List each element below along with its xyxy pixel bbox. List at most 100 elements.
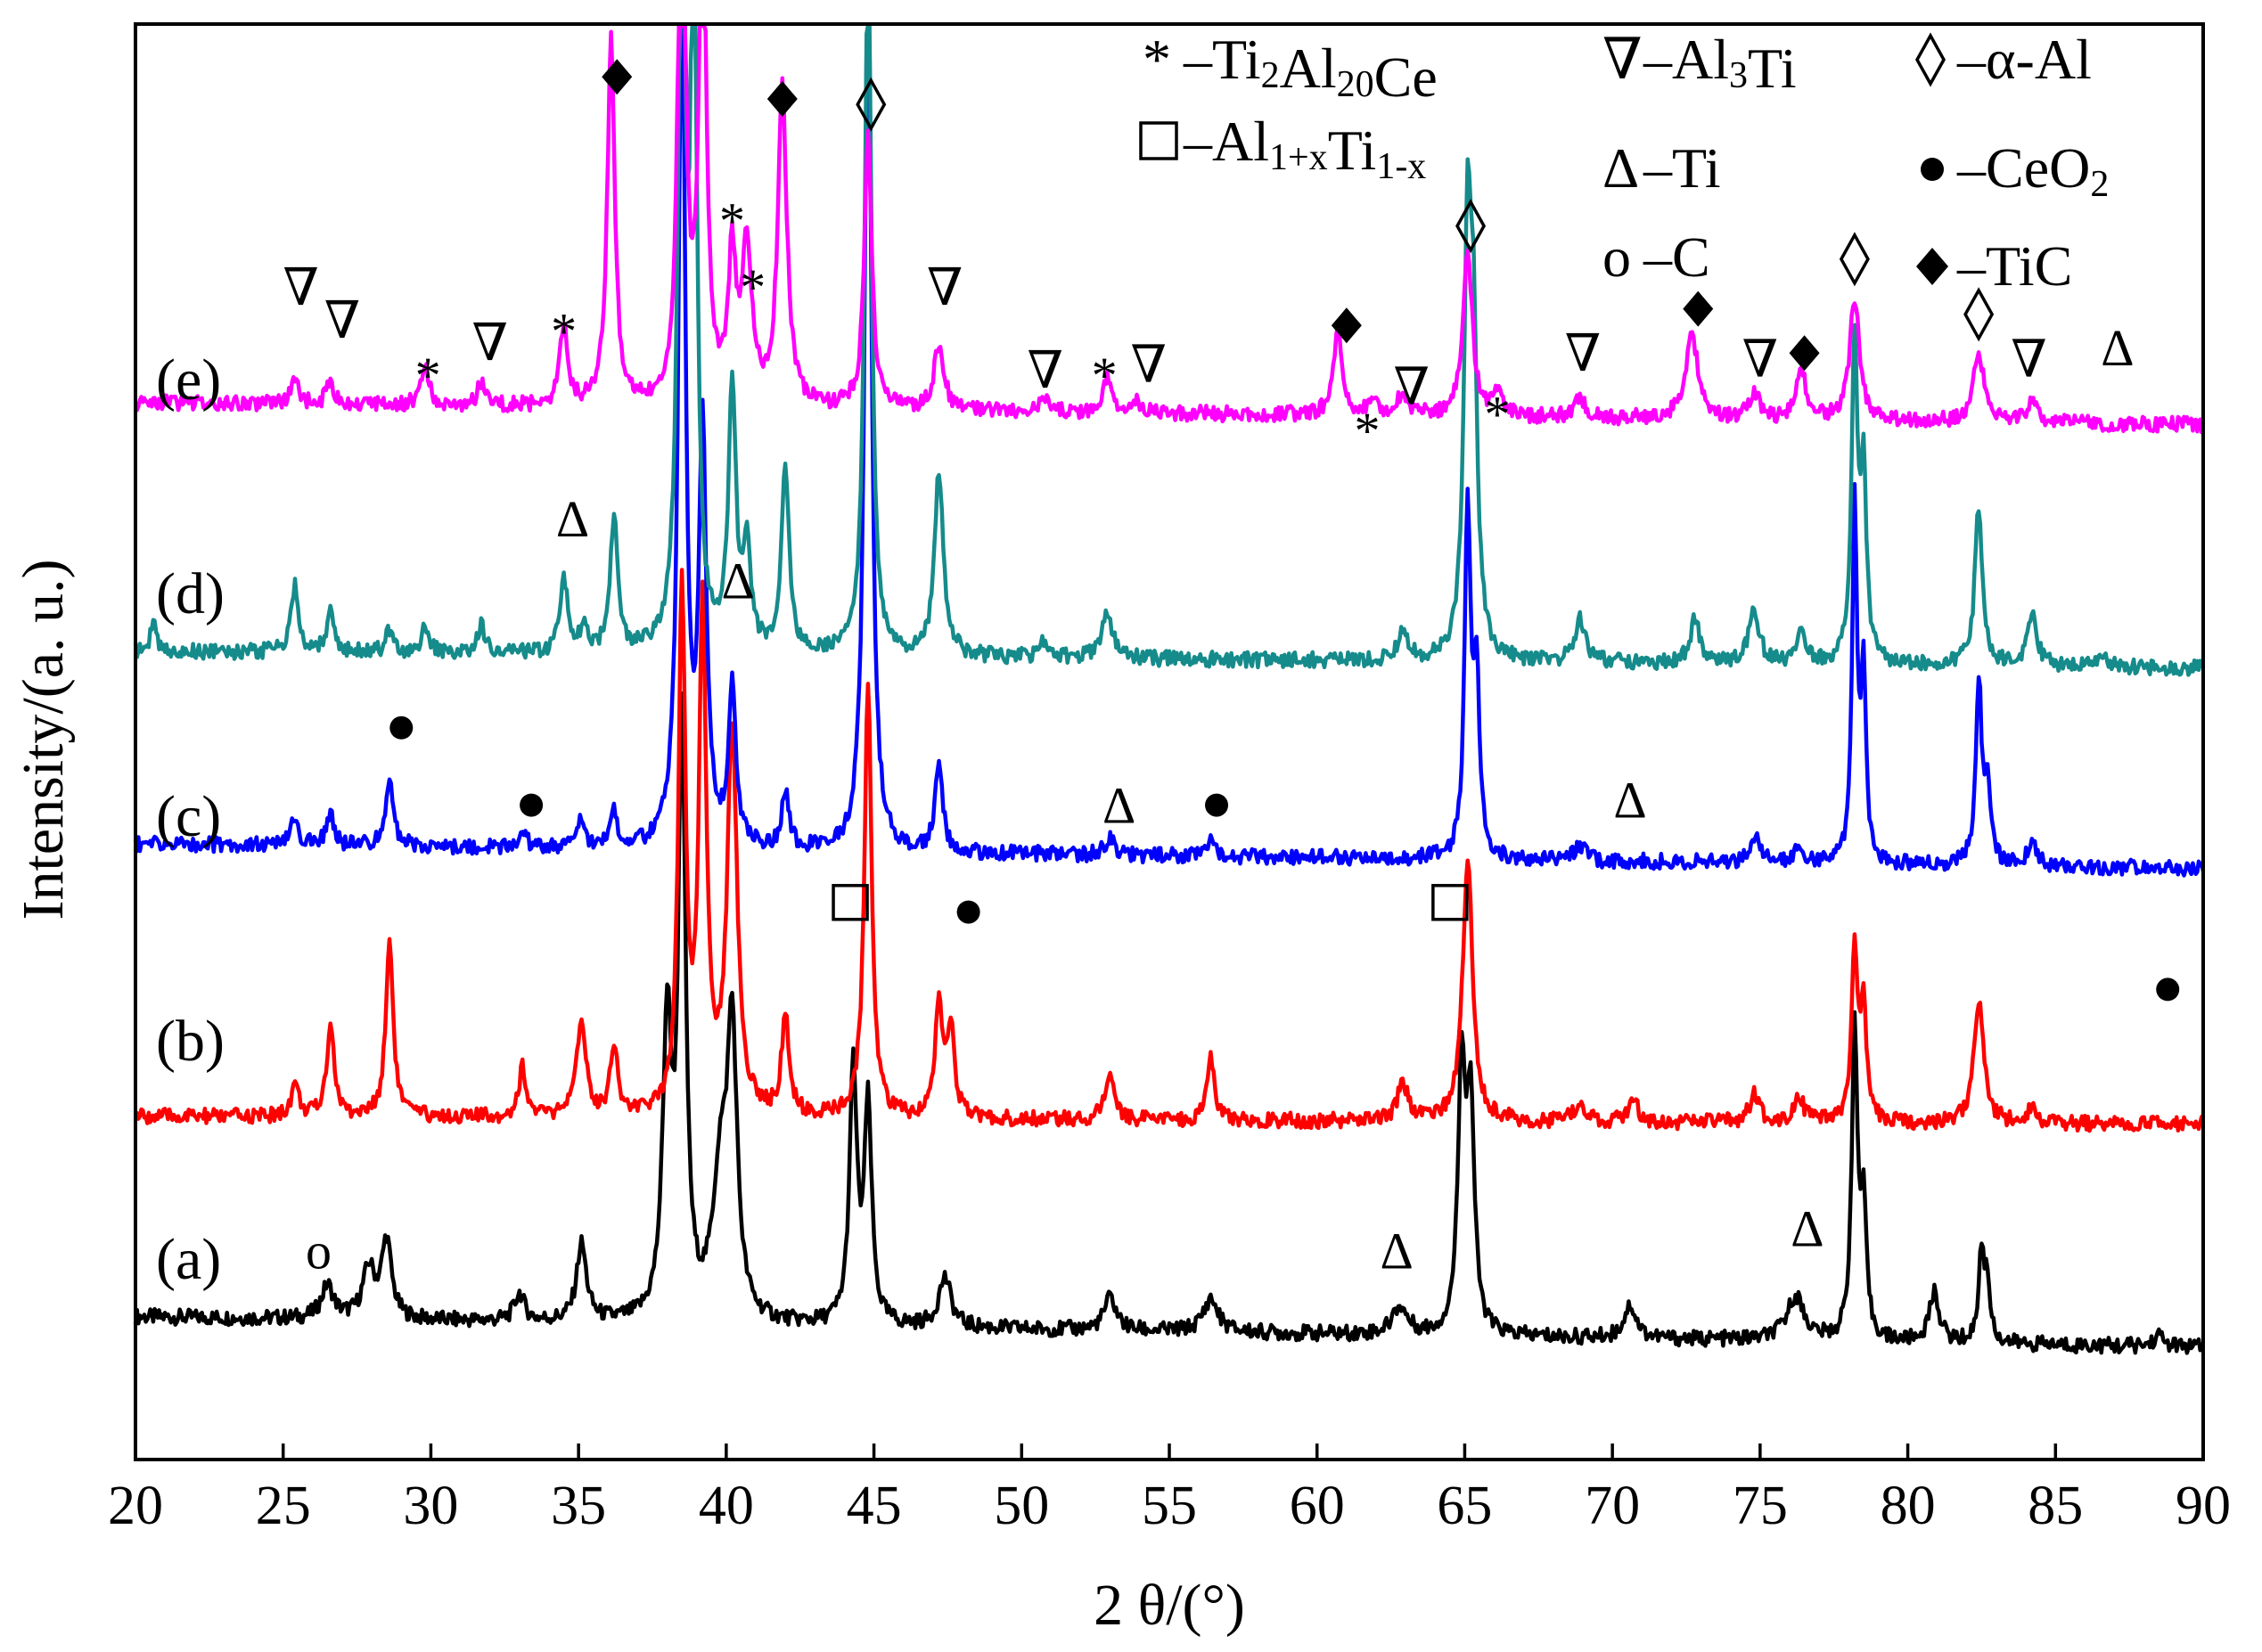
peak-marker: ∇ bbox=[471, 314, 508, 372]
x-tick-label: 90 bbox=[2176, 1476, 2231, 1536]
peak-marker bbox=[832, 884, 869, 921]
svg-text:*: * bbox=[1484, 385, 1510, 443]
x-axis: 20 25 30 35 40 45 50 55 60 65 70 75 80 85 90 bbox=[108, 1443, 2231, 1536]
peak-marker bbox=[1963, 287, 1995, 342]
series-label-a: (a) bbox=[156, 1227, 221, 1292]
svg-text:Δ: Δ bbox=[1602, 136, 1639, 200]
svg-text:Δ: Δ bbox=[1381, 1222, 1414, 1280]
peak-marker bbox=[956, 900, 980, 924]
y-axis-title: Intensity/(a. u.) bbox=[11, 559, 76, 920]
svg-text:Δ: Δ bbox=[1613, 771, 1646, 829]
svg-text:∇: ∇ bbox=[1131, 336, 1168, 394]
spectrum-line-b bbox=[133, 568, 2206, 1133]
x-tick-label: 60 bbox=[1290, 1476, 1345, 1536]
peak-marker bbox=[1205, 793, 1229, 817]
svg-text:–α-Al: –α-Al bbox=[1956, 28, 2092, 91]
legend-entry: * –Ti2Al20Ce bbox=[1143, 28, 1438, 109]
svg-text:∇: ∇ bbox=[283, 258, 319, 316]
x-tick-label: 35 bbox=[551, 1476, 606, 1536]
spectra-group bbox=[133, 23, 2206, 1355]
series-label-c: (c) bbox=[156, 784, 221, 849]
x-tick-label: 70 bbox=[1585, 1476, 1640, 1536]
x-tick-label: 25 bbox=[256, 1476, 311, 1536]
svg-text:*: * bbox=[551, 302, 577, 360]
peak-marker: * bbox=[1092, 347, 1118, 405]
svg-text:o: o bbox=[306, 1222, 332, 1280]
peak-marker bbox=[1789, 335, 1820, 372]
svg-text:–Al1+xTi1-x: –Al1+xTi1-x bbox=[1183, 110, 1426, 187]
svg-text:∇: ∇ bbox=[1394, 357, 1430, 415]
peak-marker bbox=[602, 59, 633, 95]
svg-text:–C: –C bbox=[1643, 225, 1710, 289]
plot-frame bbox=[134, 22, 2205, 1461]
svg-text:∇: ∇ bbox=[2011, 330, 2047, 388]
svg-text:∇: ∇ bbox=[324, 291, 361, 349]
x-tick-label: 80 bbox=[1881, 1476, 1936, 1536]
peak-marker: Δ bbox=[1381, 1222, 1414, 1280]
spectrum-line-e bbox=[134, 23, 2206, 435]
peak-marker: * bbox=[1484, 385, 1510, 443]
peak-marker bbox=[856, 77, 887, 132]
series-label-b: (b) bbox=[156, 1009, 225, 1074]
peak-marker bbox=[1839, 232, 1870, 287]
legend: * –Ti2Al20Ce ∇ –Al3Ti –α-Al –Al1+xTi1-x Δ –Ti –C… bbox=[1139, 28, 2109, 298]
x-tick-label: 55 bbox=[1142, 1476, 1197, 1536]
peak-marker: ∇ bbox=[283, 258, 319, 316]
peak-marker: ∇ bbox=[1394, 357, 1430, 415]
x-tick-label: 85 bbox=[2028, 1476, 2083, 1536]
svg-text:–CeO2: –CeO2 bbox=[1956, 136, 2109, 205]
spectrum-line-d bbox=[133, 23, 2206, 677]
legend-entry: –CeO2 bbox=[1921, 136, 2109, 205]
peak-marker bbox=[1455, 198, 1487, 254]
svg-text:*: * bbox=[1092, 347, 1118, 405]
peak-marker: ∇ bbox=[1742, 330, 1779, 388]
peak-marker bbox=[1431, 884, 1469, 921]
x-tick-label: 65 bbox=[1437, 1476, 1492, 1536]
peak-marker: Δ bbox=[1791, 1200, 1824, 1258]
svg-text:Δ: Δ bbox=[1791, 1200, 1824, 1258]
x-tick-label: 45 bbox=[847, 1476, 902, 1536]
svg-text:∇: ∇ bbox=[1602, 28, 1643, 91]
legend-entry: o –C bbox=[1602, 225, 1710, 289]
svg-text:∇: ∇ bbox=[1742, 330, 1779, 388]
peak-marker: ∇ bbox=[1565, 324, 1602, 382]
peak-marker: Δ bbox=[2101, 319, 2134, 377]
peak-marker: Δ bbox=[1613, 771, 1646, 829]
peak-marker bbox=[766, 81, 798, 117]
x-axis-title: 2 θ/(°) bbox=[1094, 1573, 1245, 1638]
x-tick-label: 75 bbox=[1733, 1476, 1788, 1536]
legend-entry: ∇ –Al3Ti bbox=[1602, 28, 1797, 100]
legend-entry: Δ –Ti bbox=[1602, 136, 1721, 200]
series-label-e: (e) bbox=[156, 348, 221, 413]
legend-entry: –α-Al bbox=[1914, 28, 2092, 91]
peak-marker: Δ bbox=[1102, 777, 1135, 835]
peak-marker bbox=[2156, 977, 2180, 1002]
peak-marker: * bbox=[740, 258, 766, 316]
svg-text:∇: ∇ bbox=[1028, 341, 1064, 399]
legend-entry: –Al1+xTi1-x bbox=[1139, 110, 1426, 187]
peak-marker: ∇ bbox=[1131, 336, 1168, 394]
svg-text:∇: ∇ bbox=[927, 258, 963, 316]
x-tick-label: 20 bbox=[108, 1476, 163, 1536]
svg-text:*: * bbox=[415, 347, 441, 405]
peak-marker: ∇ bbox=[927, 258, 963, 316]
peak-marker: Δ bbox=[556, 490, 589, 548]
peak-marker bbox=[1331, 307, 1362, 344]
spectrum-line-c bbox=[133, 23, 2206, 878]
peak-marker: ∇ bbox=[2011, 330, 2047, 388]
peak-marker: * bbox=[551, 302, 577, 360]
svg-text:*: * bbox=[1355, 402, 1381, 460]
peak-marker: * bbox=[719, 192, 745, 249]
peak-marker: o bbox=[306, 1222, 332, 1280]
svg-text:∇: ∇ bbox=[471, 314, 508, 372]
svg-text:–Ti2Al20Ce: –Ti2Al20Ce bbox=[1183, 28, 1438, 109]
peak-marker bbox=[520, 793, 544, 817]
svg-text:*: * bbox=[1143, 28, 1171, 91]
svg-text:Δ: Δ bbox=[2101, 319, 2134, 377]
series-labels: (a) (b) (c) (d) (e) bbox=[156, 348, 225, 1292]
svg-text:o: o bbox=[1602, 225, 1631, 289]
peak-marker: ∇ bbox=[324, 291, 361, 349]
peak-marker: ∇ bbox=[1028, 341, 1064, 399]
